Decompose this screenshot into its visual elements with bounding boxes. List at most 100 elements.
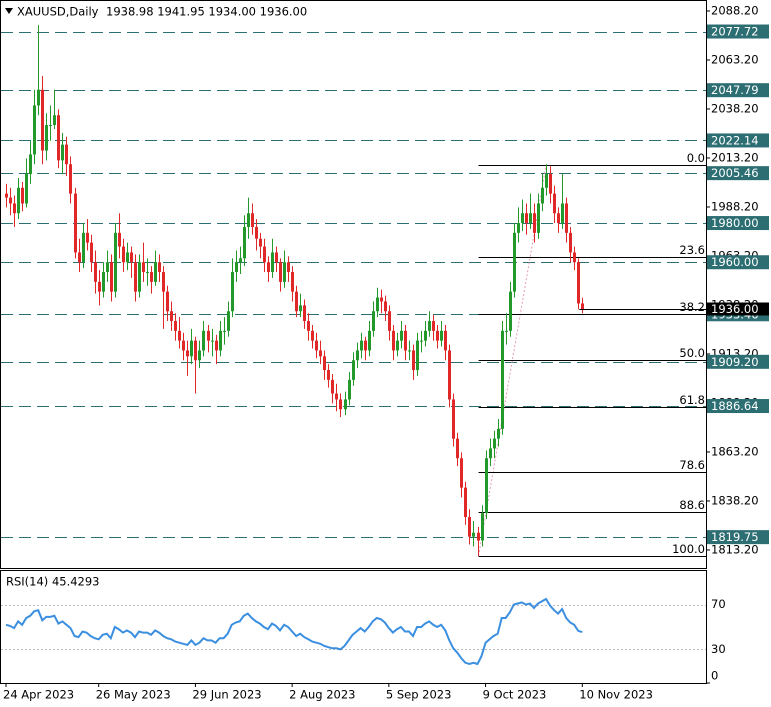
candle-body — [283, 262, 286, 282]
candle-body — [408, 350, 411, 352]
level-label: 1819.75 — [711, 530, 759, 544]
level-label: 2047.79 — [711, 83, 759, 97]
rsi-title: RSI(14) 45.4293 — [6, 575, 100, 589]
candle-body — [158, 262, 161, 273]
candle-body — [388, 311, 391, 331]
candle-body — [384, 301, 387, 312]
candle-body — [327, 370, 330, 380]
candle-body — [215, 340, 218, 351]
candle-body — [106, 262, 109, 273]
candle-body — [303, 305, 306, 322]
x-tick-label: 24 Apr 2023 — [3, 688, 74, 702]
candle-body — [545, 174, 548, 188]
candle-body — [561, 203, 564, 224]
candle-body — [428, 321, 431, 331]
candle-body — [553, 193, 556, 214]
candle-body — [404, 330, 407, 351]
level-label: 2022.14 — [711, 133, 759, 147]
candle-body — [420, 340, 423, 342]
candle-body — [505, 330, 508, 332]
fib-label: 61.8 — [679, 393, 705, 407]
candle-body — [82, 232, 85, 263]
main-panel — [0, 0, 707, 569]
candle-body — [477, 532, 480, 541]
candle-body — [529, 213, 532, 224]
level-label: 1980.00 — [711, 216, 759, 230]
candle-body — [464, 487, 467, 518]
candle-body — [493, 438, 496, 449]
candle-body — [263, 246, 266, 263]
level-label: 1909.20 — [711, 355, 759, 369]
candle-body — [509, 291, 512, 331]
fib-label: 100.0 — [672, 542, 705, 556]
y-tick-label: 2063.20 — [711, 52, 759, 66]
candle-body — [194, 340, 197, 361]
x-tick-label: 10 Nov 2023 — [579, 688, 653, 702]
candle-body — [130, 252, 133, 263]
candle-body — [223, 330, 226, 332]
rsi-tick-label: 30 — [711, 642, 726, 656]
y-tick-label: 1813.20 — [711, 542, 759, 556]
candle-body — [481, 513, 484, 541]
fib-label: 50.0 — [679, 346, 705, 360]
candle-body — [448, 350, 451, 400]
candle-body — [138, 262, 141, 292]
candle-body — [219, 330, 222, 351]
candle-body — [364, 340, 367, 351]
candle-body — [577, 262, 580, 304]
x-tick-label: 2 Aug 2023 — [289, 688, 355, 702]
candle-body — [186, 350, 189, 357]
candle-body — [573, 252, 576, 263]
candle-body — [61, 144, 64, 161]
candle-body — [557, 213, 560, 224]
candle-body — [271, 252, 274, 273]
candle-body — [323, 356, 326, 371]
candle-body — [396, 340, 399, 351]
candle-body — [41, 89, 44, 151]
y-tick-label: 1863.20 — [711, 444, 759, 458]
candle-body — [485, 458, 488, 514]
rsi-panel — [0, 570, 707, 684]
candle-body — [356, 350, 359, 361]
level-box — [707, 530, 769, 545]
candle-body — [344, 399, 347, 410]
candle-body — [400, 330, 403, 341]
candle-body — [339, 399, 342, 410]
candle-body — [162, 272, 165, 292]
fib-label: 38.2 — [679, 300, 705, 314]
menu-arrow[interactable] — [5, 8, 13, 14]
candle-body — [90, 242, 93, 263]
candle-body — [78, 252, 81, 263]
y-tick-label: 1988.20 — [711, 199, 759, 213]
candle-body — [501, 330, 504, 429]
candle-body — [565, 203, 568, 233]
candle-body — [380, 297, 383, 302]
candle-body — [513, 232, 516, 292]
fib-label: 0.0 — [687, 151, 705, 165]
candle-body — [239, 258, 242, 263]
candle-body — [275, 252, 278, 263]
candle-body — [146, 272, 149, 274]
candle-body — [198, 350, 201, 361]
y-tick-label: 2088.20 — [711, 3, 759, 17]
candle-body — [372, 311, 375, 331]
candle-body — [412, 350, 415, 371]
candle-body — [166, 291, 169, 312]
candle-body — [74, 193, 77, 253]
level-box — [707, 399, 769, 414]
rsi-line — [5, 597, 583, 666]
level-box — [707, 354, 769, 369]
x-tick-label: 9 Oct 2023 — [483, 688, 547, 702]
candle-body — [182, 340, 185, 351]
level-box — [707, 83, 769, 98]
candle-body — [235, 262, 238, 273]
candle-body — [65, 144, 68, 165]
y-tick-label: 2013.20 — [711, 150, 759, 164]
candle-body — [581, 303, 584, 310]
level-label: 2077.72 — [711, 25, 759, 39]
candle-body — [460, 458, 463, 488]
fib-label: 88.6 — [679, 498, 705, 512]
candle-body — [432, 321, 435, 331]
candle-body — [255, 226, 258, 239]
